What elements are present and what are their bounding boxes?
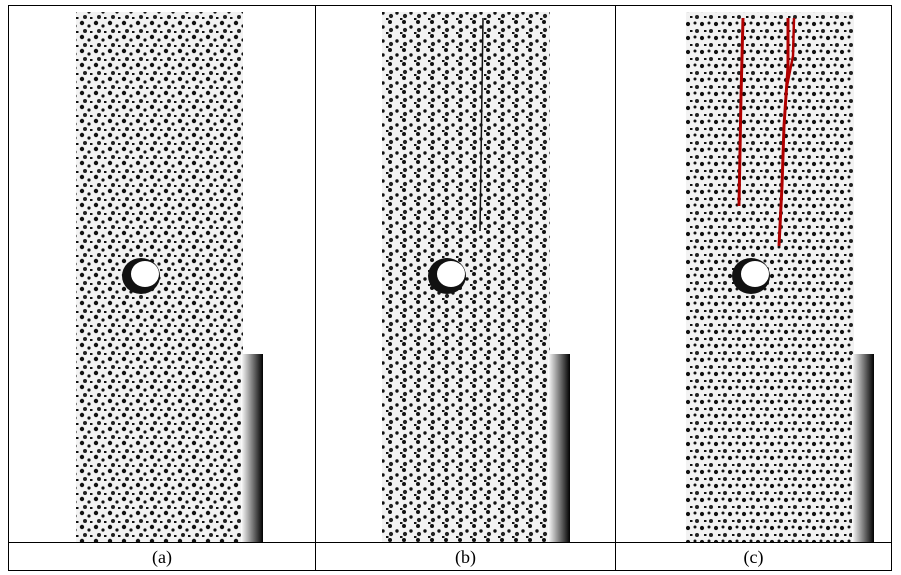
specimen-image-a xyxy=(76,12,263,542)
panel-b xyxy=(315,6,615,542)
caption-c: (c) xyxy=(615,543,891,571)
central-hole xyxy=(131,261,159,287)
red-crack-right xyxy=(777,18,790,247)
specimen-image-b xyxy=(382,12,570,542)
caption-b: (b) xyxy=(315,543,615,571)
red-crack-left xyxy=(737,17,745,207)
red-crack-branch xyxy=(785,17,796,87)
speckle-surface xyxy=(382,12,550,542)
central-hole xyxy=(741,261,769,287)
edge-shadow xyxy=(241,354,263,542)
panel-c xyxy=(615,6,891,542)
caption-a: (a) xyxy=(152,546,172,567)
faint-crack-line xyxy=(479,17,484,232)
speckle-surface xyxy=(686,12,854,542)
caption-row: (a) (b) (c) xyxy=(9,542,891,571)
figure-table: (a) (b) (c) xyxy=(8,5,892,571)
specimen-image-c xyxy=(686,12,874,542)
edge-shadow xyxy=(548,354,570,542)
edge-shadow xyxy=(852,354,874,542)
image-row xyxy=(9,6,891,542)
central-hole xyxy=(437,261,465,287)
panel-a xyxy=(9,6,315,542)
